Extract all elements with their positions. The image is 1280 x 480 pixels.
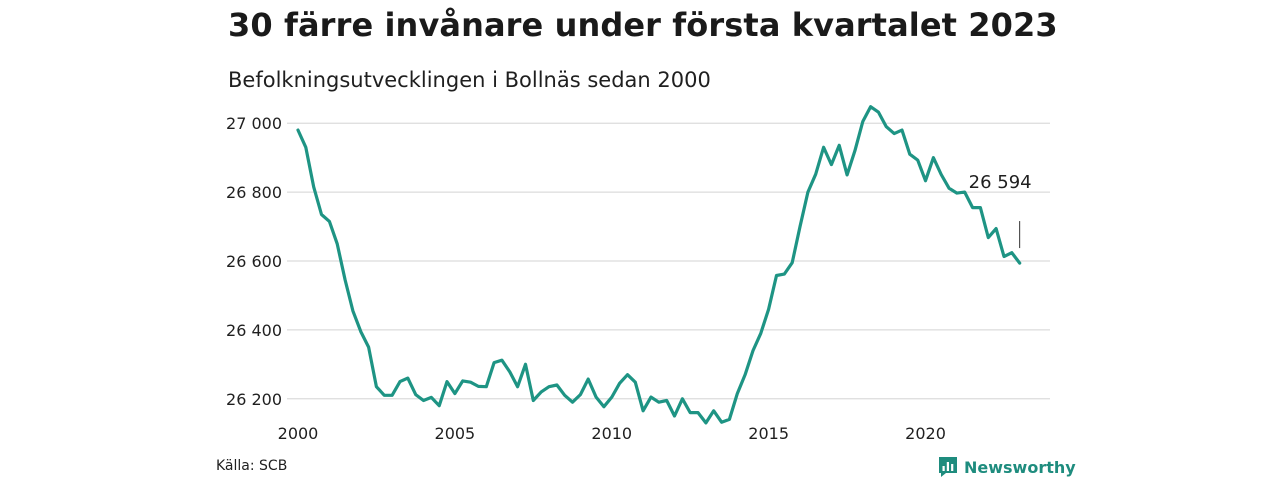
- x-tick-label: 2020: [905, 424, 946, 443]
- y-tick-label: 26 400: [226, 321, 282, 340]
- series-line: [296, 105, 1022, 425]
- annotation-label: 26 594: [969, 172, 1032, 193]
- y-tick-label: 26 800: [226, 183, 282, 202]
- chart-subtitle: Befolkningsutvecklingen i Bollnäs sedan …: [228, 68, 711, 92]
- series-group: [296, 105, 1022, 425]
- x-tick-label: 2000: [278, 424, 319, 443]
- brand-name: Newsworthy: [964, 457, 1076, 477]
- chart-title: 30 färre invånare under första kvartalet…: [228, 6, 1058, 44]
- x-tick-label: 2010: [591, 424, 632, 443]
- chart-speech-bubble-icon: [939, 457, 957, 477]
- y-tick-label: 27 000: [226, 114, 282, 133]
- brand-logo: Newsworthy: [938, 456, 1076, 478]
- annotations-group: 26 594: [969, 172, 1032, 249]
- gridlines: [287, 122, 1050, 400]
- y-tick-label: 26 600: [226, 252, 282, 271]
- x-tick-label: 2015: [748, 424, 789, 443]
- x-tick-label: 2005: [435, 424, 476, 443]
- source-label: Källa: SCB: [216, 458, 288, 474]
- y-axis-labels: 26 200 26 400 26 600 26 800 27 000: [226, 114, 282, 409]
- x-axis-labels: 2000 2005 2010 2015 2020: [278, 424, 946, 443]
- y-tick-label: 26 200: [226, 390, 282, 409]
